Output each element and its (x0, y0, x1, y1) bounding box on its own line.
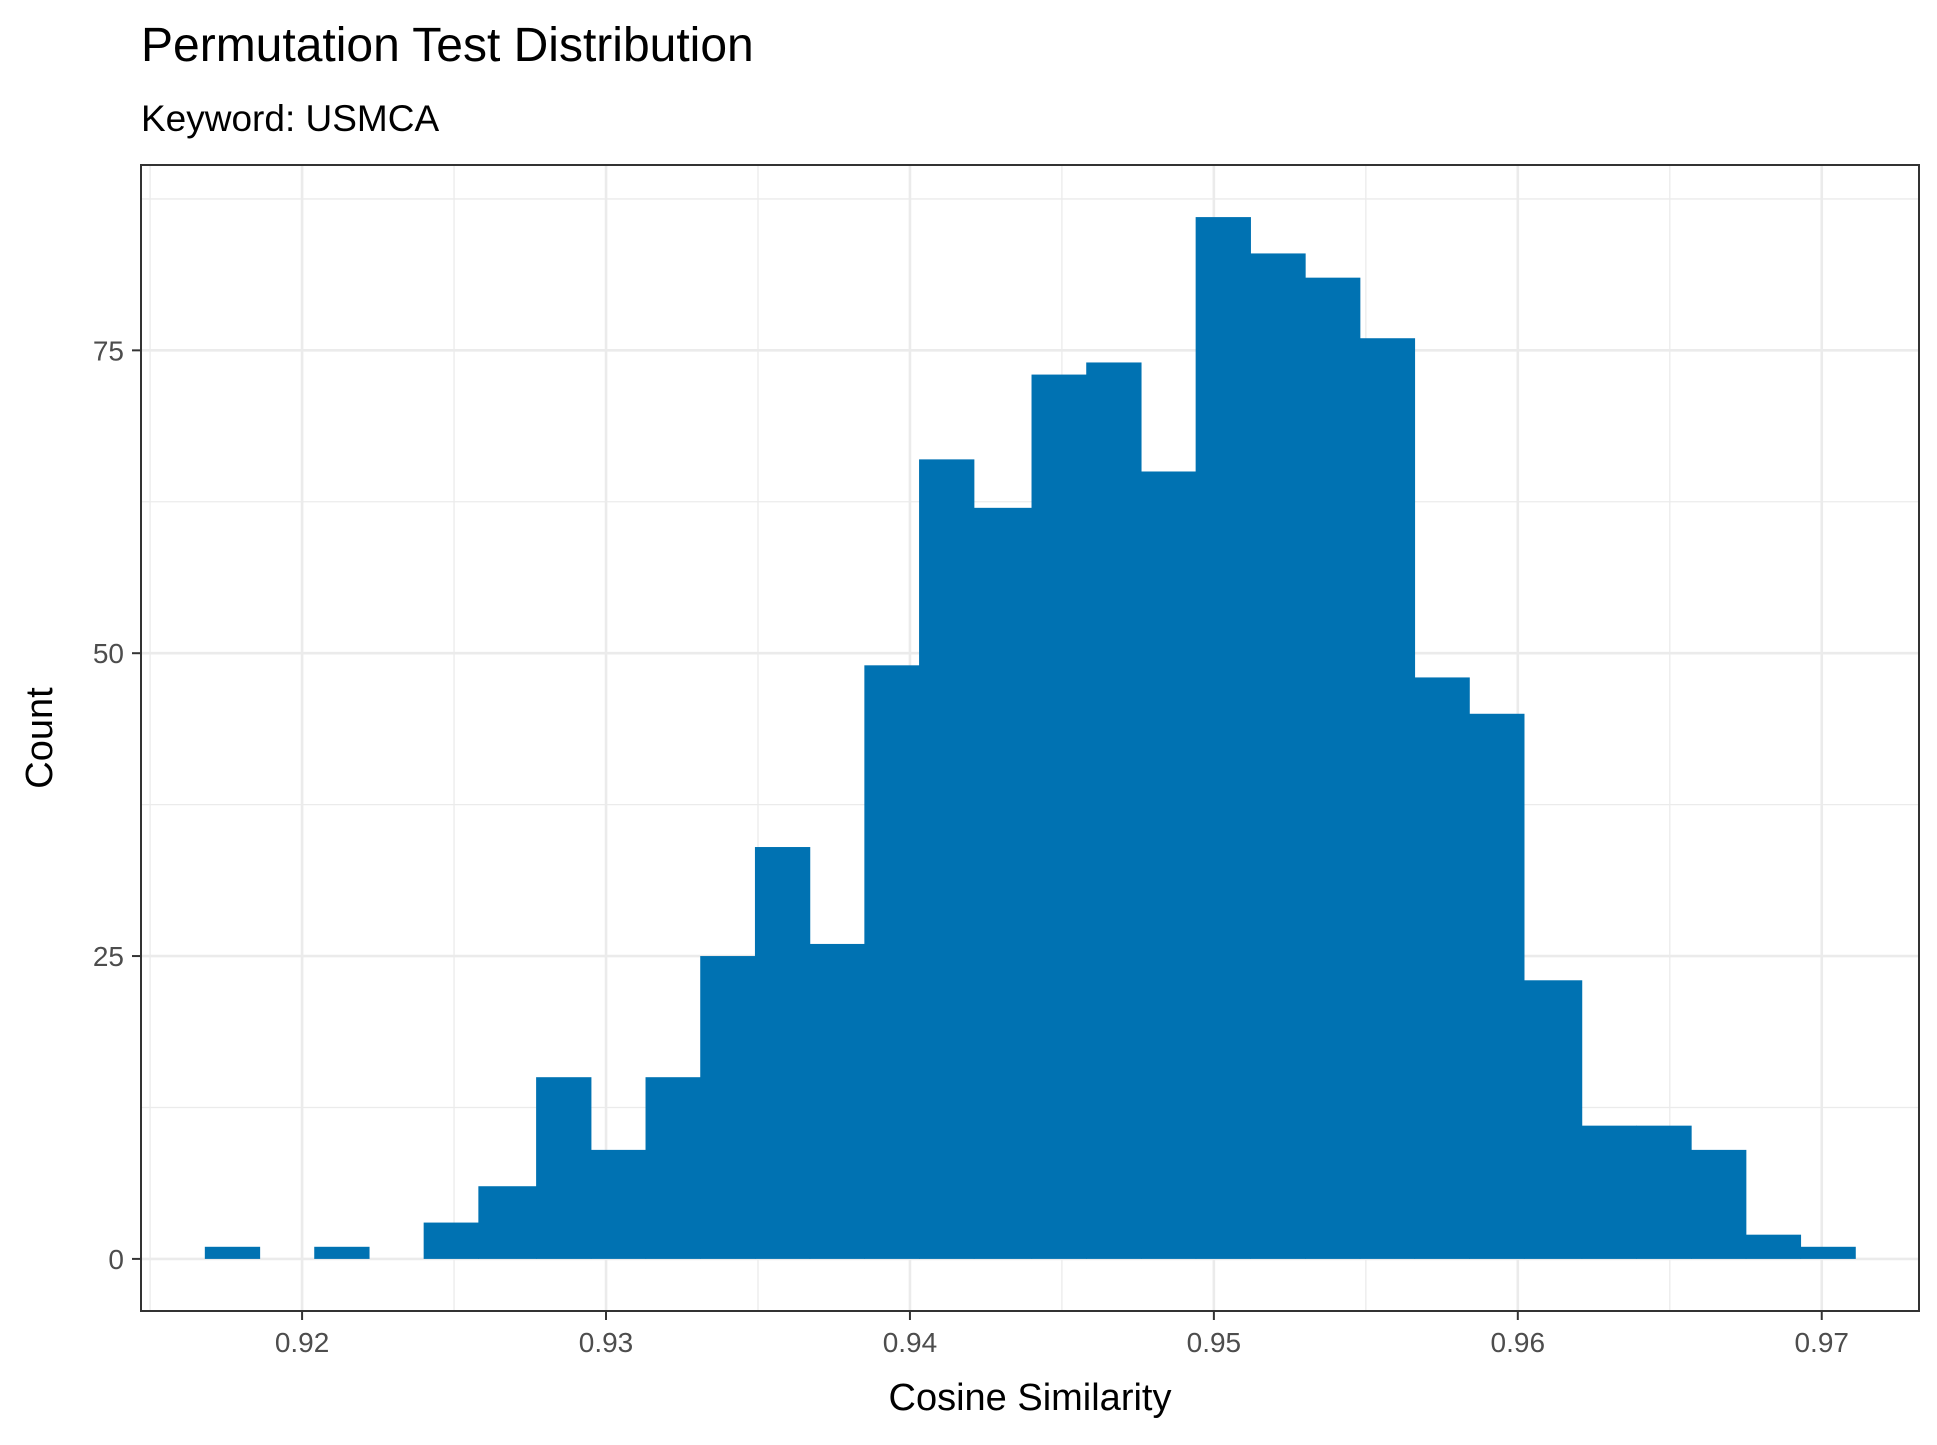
x-tick-label: 0.96 (1491, 1327, 1546, 1358)
histogram-bar-23 (1469, 713, 1525, 1259)
histogram-bar-16 (1086, 362, 1142, 1259)
histogram-bar-26 (1636, 1125, 1692, 1259)
histogram-bar-17 (1140, 471, 1197, 1259)
chart-subtitle: Keyword: USMCA (141, 98, 439, 139)
histogram-bar-0 (204, 1246, 261, 1259)
histogram-bars (204, 217, 1856, 1259)
histogram-bar-7 (590, 1149, 647, 1259)
y-tick-label: 50 (93, 638, 124, 669)
x-tick-label: 0.92 (275, 1327, 330, 1358)
histogram-bar-19 (1250, 253, 1306, 1259)
x-axis-title: Cosine Similarity (889, 1377, 1172, 1419)
y-tick-label: 0 (108, 1244, 124, 1275)
histogram-bar-18 (1195, 217, 1251, 1259)
histogram-bar-24 (1523, 980, 1583, 1259)
x-tick-label: 0.94 (883, 1327, 938, 1358)
histogram-bar-2 (314, 1246, 370, 1259)
histogram-bar-14 (973, 507, 1033, 1259)
x-tick-label: 0.93 (579, 1327, 634, 1358)
histogram-bar-9 (700, 956, 756, 1259)
histogram-bar-27 (1691, 1149, 1747, 1259)
histogram-bar-20 (1305, 277, 1361, 1259)
y-tick-label: 25 (93, 941, 124, 972)
histogram-bar-5 (478, 1186, 537, 1259)
x-tick-label: 0.95 (1187, 1327, 1242, 1358)
histogram-bar-12 (864, 665, 920, 1259)
plot-panel-border (140, 164, 1920, 1312)
histogram-bar-11 (809, 943, 865, 1259)
histogram-bar-10 (754, 847, 811, 1259)
histogram-bar-28 (1745, 1234, 1802, 1259)
histogram-bar-6 (536, 1077, 592, 1259)
histogram-bar-29 (1800, 1246, 1856, 1259)
x-axis: 0.92 0.93 0.94 0.95 0.96 0.97 (275, 1311, 1849, 1358)
histogram-bar-4 (423, 1222, 479, 1259)
histogram-bar-8 (645, 1077, 701, 1259)
histogram-bar-25 (1581, 1125, 1637, 1259)
y-axis: 0 25 50 75 (93, 335, 141, 1275)
x-tick-label: 0.97 (1794, 1327, 1849, 1358)
y-tick-label: 75 (93, 335, 124, 366)
histogram-bar-22 (1414, 677, 1470, 1259)
histogram-bar-15 (1031, 374, 1087, 1259)
y-axis-title: Count (19, 687, 61, 789)
histogram-bar-13 (919, 459, 975, 1259)
histogram-bar-21 (1359, 338, 1416, 1259)
chart-title: Permutation Test Distribution (141, 19, 754, 72)
